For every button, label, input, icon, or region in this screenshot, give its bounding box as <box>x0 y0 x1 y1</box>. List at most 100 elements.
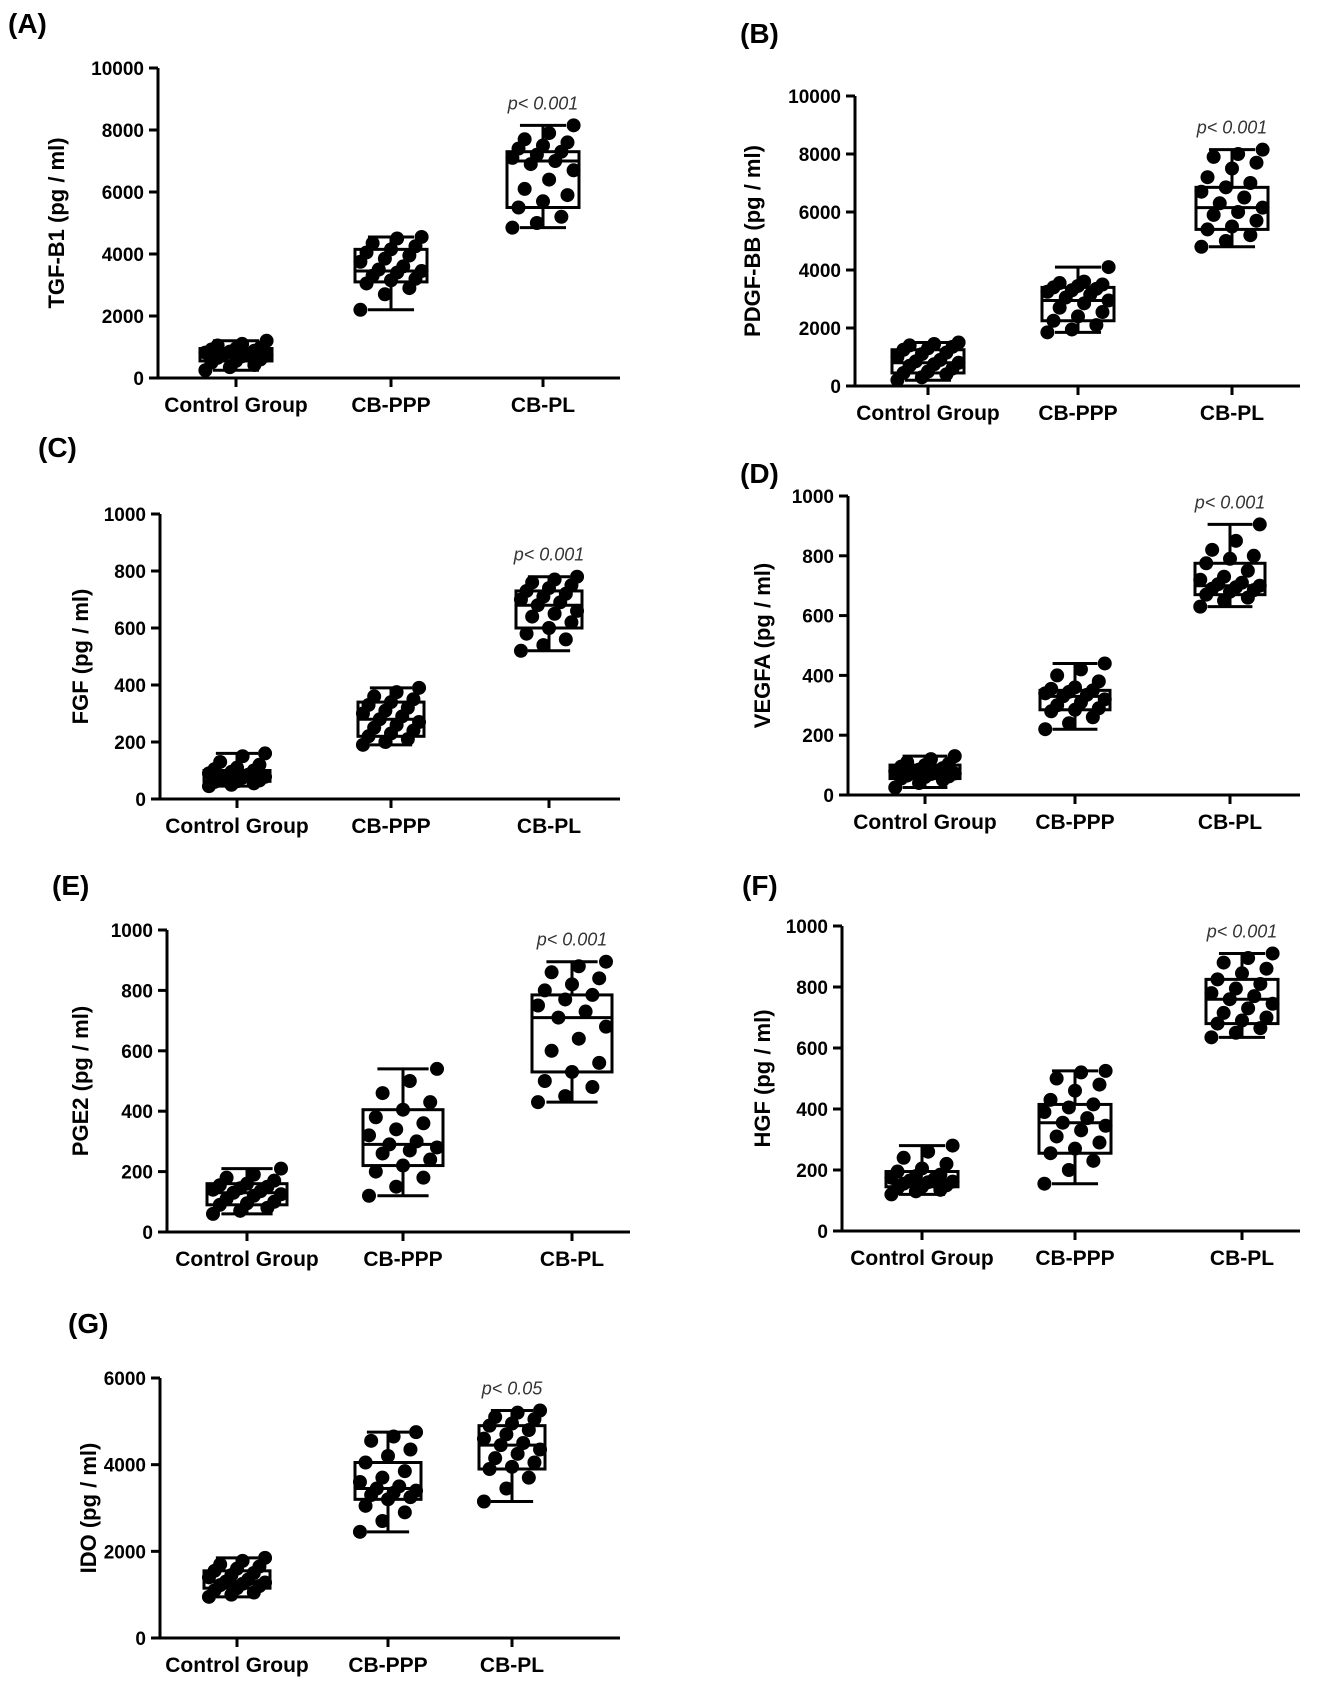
data-point <box>1204 986 1219 1001</box>
data-point <box>365 236 380 251</box>
y-tick-label: 0 <box>823 786 834 807</box>
y-tick-label: 400 <box>121 1102 153 1123</box>
data-point <box>547 572 562 587</box>
data-point <box>412 680 427 695</box>
data-point <box>390 231 405 246</box>
y-tick-label: 600 <box>802 607 834 628</box>
data-point <box>246 1167 261 1182</box>
data-point <box>377 287 392 302</box>
data-point <box>1210 972 1225 987</box>
data-point <box>1252 578 1267 593</box>
data-point <box>599 1019 613 1034</box>
data-point <box>369 1481 384 1496</box>
p-value-annotation: p< 0.001 <box>1196 118 1268 138</box>
data-point <box>505 1459 519 1474</box>
data-point <box>1216 955 1231 970</box>
data-point <box>533 1442 548 1457</box>
data-point <box>389 1122 404 1137</box>
data-point <box>382 1137 397 1152</box>
data-point <box>1086 1097 1101 1112</box>
y-tick-label: 600 <box>121 1042 153 1063</box>
y-tick-label: 0 <box>817 1222 828 1243</box>
data-point <box>396 1158 410 1173</box>
data-point <box>896 1150 911 1165</box>
data-point <box>1217 569 1232 584</box>
category-label: CB-PPP <box>1038 402 1117 425</box>
y-tick-label: 800 <box>802 547 834 568</box>
data-point <box>1231 147 1246 161</box>
category-label: Control Group <box>853 811 996 834</box>
data-point <box>1200 170 1215 185</box>
data-point <box>566 118 581 133</box>
data-point <box>564 615 579 630</box>
category-label: Control Group <box>175 1248 318 1271</box>
data-point <box>406 692 421 707</box>
data-point <box>213 1557 228 1572</box>
data-point <box>1231 205 1246 219</box>
data-point <box>1252 517 1267 532</box>
data-point <box>1259 1010 1274 1025</box>
panel-label-e: (E) <box>52 870 90 901</box>
data-point <box>921 1144 936 1159</box>
data-point <box>533 1403 548 1418</box>
data-point <box>1222 992 1237 1007</box>
data-point <box>585 1080 600 1095</box>
y-tick-label: 1000 <box>786 917 828 938</box>
data-point <box>513 643 528 658</box>
data-point <box>416 1116 431 1131</box>
data-point <box>362 1188 376 1203</box>
data-point <box>900 755 915 770</box>
data-point <box>493 1438 508 1453</box>
data-point <box>1064 322 1079 337</box>
data-point <box>482 1462 497 1476</box>
data-point <box>235 749 250 764</box>
category-label: CB-PL <box>1200 402 1264 425</box>
y-tick-label: 200 <box>121 1163 153 1184</box>
data-point <box>423 1152 438 1167</box>
data-point <box>1068 1083 1082 1098</box>
data-point <box>902 338 917 353</box>
category-label: CB-PPP <box>1035 1247 1114 1270</box>
data-point <box>358 1455 373 1470</box>
data-point <box>1216 1005 1231 1020</box>
data-point <box>571 959 586 974</box>
data-point <box>1204 1030 1219 1045</box>
category-label: CB-PL <box>1210 1247 1274 1270</box>
data-point <box>1089 318 1104 333</box>
data-point <box>1243 228 1258 243</box>
data-point <box>510 1446 525 1461</box>
data-point <box>412 715 427 730</box>
data-point <box>1194 239 1209 254</box>
data-point <box>362 1128 376 1143</box>
y-axis-label: HGF (pg / ml) <box>750 1009 775 1147</box>
data-point <box>1037 1105 1052 1120</box>
data-point <box>1234 575 1249 590</box>
data-point <box>1095 277 1110 292</box>
data-point <box>353 302 368 317</box>
data-point <box>414 229 429 244</box>
category-label: CB-PPP <box>348 1654 427 1677</box>
data-point <box>1037 1176 1052 1191</box>
data-point <box>1074 1065 1089 1080</box>
category-label: CB-PL <box>1198 811 1262 834</box>
data-point <box>274 1187 288 1202</box>
data-point <box>558 992 573 1007</box>
panel-label-f: (F) <box>742 870 778 901</box>
data-point <box>1077 274 1092 289</box>
data-point <box>375 1086 390 1101</box>
data-point <box>1038 722 1053 737</box>
data-point <box>511 200 526 215</box>
y-tick-label: 6000 <box>799 203 841 224</box>
data-point <box>259 333 274 348</box>
data-point <box>392 1479 407 1494</box>
data-point <box>389 685 404 700</box>
data-point <box>927 336 942 351</box>
data-point <box>258 746 273 761</box>
data-point <box>505 220 520 235</box>
data-point <box>381 1449 395 1463</box>
y-tick-label: 600 <box>796 1039 828 1060</box>
p-value-annotation: p< 0.001 <box>513 545 585 565</box>
data-point <box>1050 668 1065 683</box>
